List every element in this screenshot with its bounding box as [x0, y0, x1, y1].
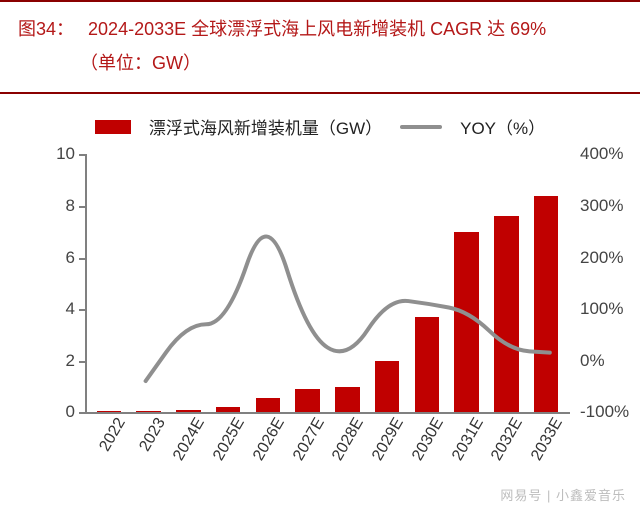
y-right-tick: 200%	[570, 248, 623, 268]
chart-header: 图34： 2024-2033E 全球漂浮式海上风电新增装机 CAGR 达 69%…	[0, 0, 640, 94]
x-axis-label: 2026E	[250, 415, 289, 464]
x-axis-label: 2025E	[210, 415, 249, 464]
chart-title: 2024-2033E 全球漂浮式海上风电新增装机 CAGR 达 69%	[88, 12, 546, 46]
y-left-tick: 4	[66, 299, 85, 319]
legend-bar-label: 漂浮式海风新增装机量（GW）	[149, 114, 382, 139]
yoy-line	[85, 154, 570, 412]
chart-subtitle: （单位：GW）	[80, 46, 622, 80]
x-axis-label: 2029E	[369, 415, 408, 464]
y-right-tick: -100%	[570, 402, 629, 422]
y-left-tick: 6	[66, 248, 85, 268]
legend-bar-swatch	[95, 120, 131, 134]
y-right-tick: 0%	[570, 351, 605, 371]
legend: 漂浮式海风新增装机量（GW） YOY（%）	[0, 114, 640, 139]
y-left-tick: 10	[56, 144, 85, 164]
x-axis-label: 2030E	[409, 415, 448, 464]
x-axis-label: 2027E	[290, 415, 329, 464]
legend-line-swatch	[400, 125, 442, 129]
y-right-tick: 100%	[570, 299, 623, 319]
y-right-tick: 300%	[570, 196, 623, 216]
y-right-tick: 400%	[570, 144, 623, 164]
x-axis-label: 2031E	[449, 415, 488, 464]
x-axis-label: 2032E	[488, 415, 527, 464]
plot-region: 202220232024E2025E2026E2027E2028E2029E20…	[85, 154, 570, 414]
x-axis-label: 2023	[136, 415, 169, 455]
watermark-text: 网易号 | 小鑫爱音乐	[500, 485, 626, 504]
y-left-tick: 8	[66, 196, 85, 216]
x-axis-label: 2022	[96, 415, 129, 455]
x-axis-label: 2033E	[528, 415, 567, 464]
x-axis-label: 2024E	[170, 415, 209, 464]
y-left-tick: 0	[66, 402, 85, 422]
yoy-line-path	[146, 237, 550, 382]
chart-area: 漂浮式海风新增装机量（GW） YOY（%） 202220232024E2025E…	[0, 114, 640, 494]
y-left-tick: 2	[66, 351, 85, 371]
legend-line-label: YOY（%）	[460, 114, 545, 139]
figure-number-label: 图34：	[18, 12, 74, 46]
x-axis-label: 2028E	[329, 415, 368, 464]
